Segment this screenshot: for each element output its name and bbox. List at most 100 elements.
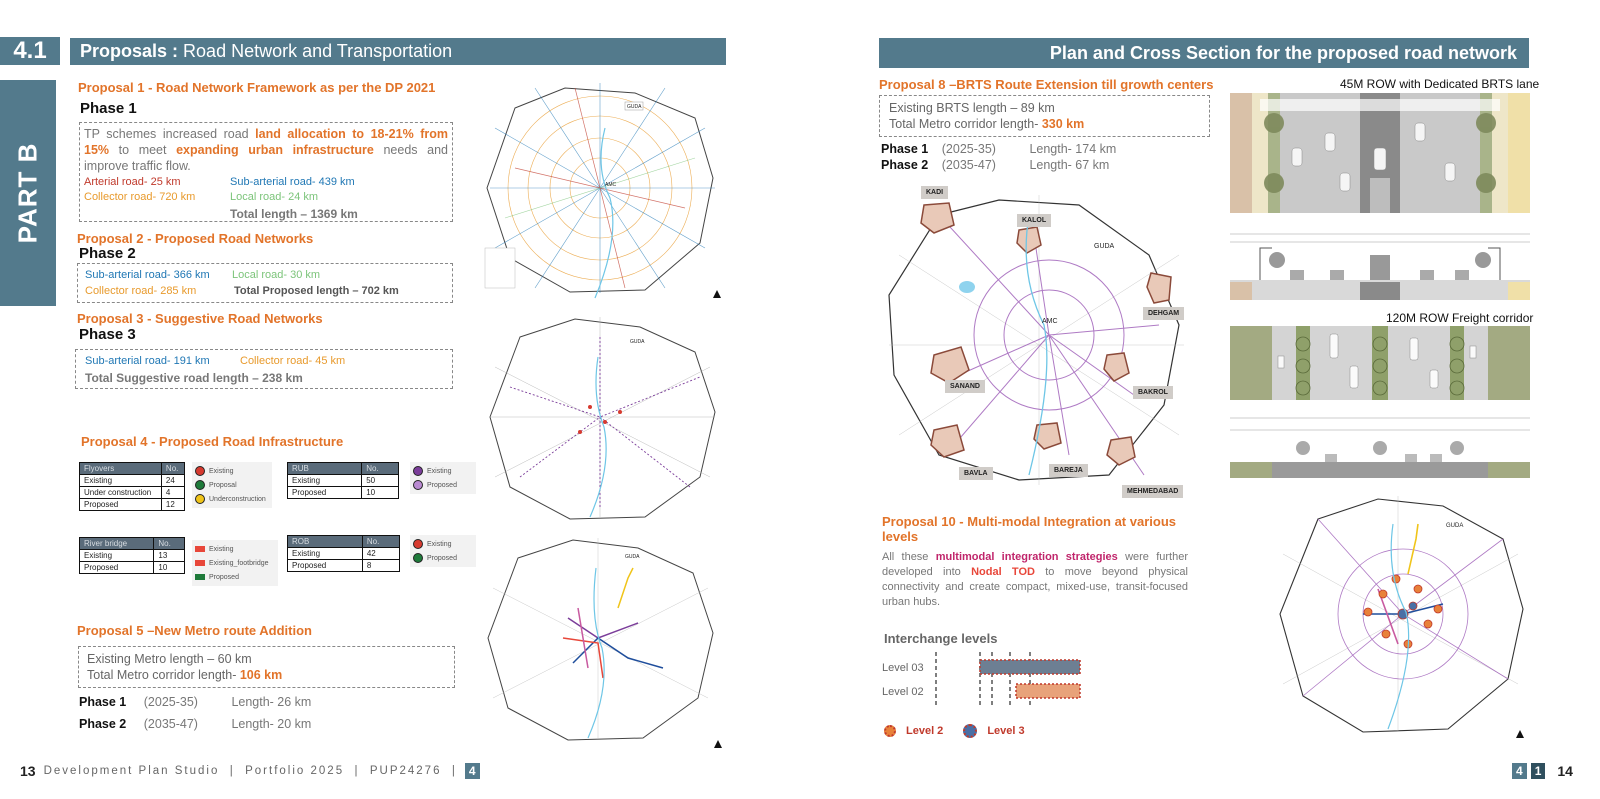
footer-badge-4: 4 bbox=[1512, 763, 1527, 779]
table-row: Existing 42 bbox=[287, 547, 401, 560]
svg-text:AMC: AMC bbox=[605, 182, 617, 188]
metro-route-map: GUDA bbox=[487, 538, 722, 748]
right-header-bar: Plan and Cross Section for the proposed … bbox=[879, 38, 1529, 68]
footer-badge: 4 bbox=[464, 763, 480, 779]
proposal-1-title: Proposal 1 - Road Network Framework as p… bbox=[78, 80, 436, 95]
footer-badge-1: 1 bbox=[1530, 763, 1546, 779]
interchange-legend: Level 2 Level 3 bbox=[884, 724, 1025, 738]
proposal-2-box: Sub-arterial road- 366 km Local road- 30… bbox=[77, 263, 453, 303]
p3-subarterial: Sub-arterial road- 191 km bbox=[85, 355, 210, 367]
road-infrastructure-map: GUDA bbox=[489, 317, 716, 520]
footer-text: Development Plan Studio | Portfolio 2025… bbox=[43, 765, 457, 777]
proposal-10-text: All these multimodal integration strateg… bbox=[882, 551, 1188, 608]
section-1-title: 45M ROW with Dedicated BRTS lane bbox=[1340, 77, 1540, 91]
proposal-4-title: Proposal 4 - Proposed Road Infrastructur… bbox=[81, 434, 344, 449]
table-row: Under construction 4 bbox=[79, 486, 186, 499]
river-bridge-table: River bridge No. Existing 13 Proposed 10 bbox=[78, 537, 185, 574]
p2-total: Total Proposed length – 702 km bbox=[234, 285, 399, 297]
left-header-bar: Proposals : Road Network and Transportat… bbox=[70, 38, 726, 65]
label-bavla: BAVLA bbox=[959, 467, 993, 480]
svg-text:GUDA: GUDA bbox=[627, 104, 642, 110]
north-arrow-icon bbox=[714, 740, 722, 748]
tod-integration-map: GUDA bbox=[1279, 496, 1524, 738]
subarterial-stat: Sub-arterial road- 439 km bbox=[230, 176, 355, 188]
proposal-10-title: Proposal 10 - Multi-modal Integration at… bbox=[882, 514, 1176, 544]
existing-brts-length: Existing BRTS length – 89 km bbox=[889, 101, 1055, 115]
table-row: Existing 24 bbox=[79, 474, 186, 487]
interchange-title: Interchange levels bbox=[884, 631, 998, 646]
rob-table: ROB No. Existing 42 Proposed 8 bbox=[287, 535, 401, 572]
interchange-diagram bbox=[935, 652, 1081, 706]
river-legend: Existing Existing_footbridge Proposed bbox=[192, 540, 278, 586]
brts-cross-section bbox=[1230, 220, 1530, 300]
existing-dot-icon bbox=[195, 466, 205, 476]
header-bold: Proposals : bbox=[80, 41, 179, 61]
freight-plan-view bbox=[1230, 326, 1530, 400]
table-row: Proposed 12 bbox=[79, 498, 186, 511]
proposal-8-title: Proposal 8 –BRTS Route Extension till gr… bbox=[879, 77, 1214, 92]
p8-phase-1-row: Phase 1 (2025-35) Length- 174 km bbox=[881, 142, 1117, 156]
phase-3-label: Phase 3 bbox=[79, 326, 136, 343]
proposal-2-title: Proposal 2 - Proposed Road Networks bbox=[77, 231, 314, 246]
label-dehgam: DEHGAM bbox=[1143, 307, 1185, 320]
page-number-right: 14 bbox=[1557, 763, 1573, 779]
p3-collector: Collector road- 45 km bbox=[240, 355, 346, 367]
header-rest: Road Network and Transportation bbox=[183, 41, 453, 61]
level-2-star-icon bbox=[884, 725, 896, 737]
section-2-title: 120M ROW Freight corridor bbox=[1386, 311, 1534, 325]
page-number-left: 13 bbox=[20, 763, 36, 779]
svg-text:GUDA: GUDA bbox=[625, 554, 640, 560]
p8-phase-2-row: Phase 2 (2035-47) Length- 67 km bbox=[881, 158, 1110, 172]
rob-legend: Existing Proposed bbox=[410, 535, 476, 567]
right-footer: 4 1 14 bbox=[1512, 763, 1573, 779]
existing-dot-icon bbox=[413, 466, 423, 476]
existing-dot-icon bbox=[413, 539, 423, 549]
brts-map: KADI KALOL GUDA DEHGAM SANAND BAKROL BAV… bbox=[879, 175, 1199, 500]
p2-collector: Collector road- 285 km bbox=[85, 285, 197, 297]
rub-table: RUB No. Existing 50 Proposed 10 bbox=[286, 462, 399, 499]
proposed-dot-icon bbox=[413, 553, 423, 563]
freight-cross-section bbox=[1230, 412, 1530, 478]
north-arrow-icon bbox=[713, 290, 721, 298]
p3-total: Total Suggestive road length – 238 km bbox=[85, 371, 303, 385]
existing-metro-length: Existing Metro length – 60 km bbox=[87, 652, 252, 666]
flyover-legend: Existing Proposal Underconstruction bbox=[192, 462, 272, 508]
svg-text:GUDA: GUDA bbox=[630, 339, 645, 345]
proposal-3-title: Proposal 3 - Suggestive Road Networks bbox=[77, 311, 323, 326]
total-corridor-length: Total Metro corridor length- 330 km bbox=[889, 117, 1085, 131]
section-number: 4.1 bbox=[0, 37, 60, 65]
level-3-star-icon bbox=[963, 724, 978, 738]
arterial-stat: Arterial road- 25 km bbox=[84, 176, 181, 188]
left-footer: 13 Development Plan Studio | Portfolio 2… bbox=[20, 763, 480, 779]
table-row: Existing 50 bbox=[286, 474, 399, 487]
p2-local: Local road- 30 km bbox=[232, 269, 321, 281]
brts-plan-view bbox=[1230, 93, 1530, 213]
rub-legend: Existing Proposed bbox=[410, 462, 476, 494]
road-network-map: GUDA AMC bbox=[475, 68, 725, 304]
phase-2-label: Phase 2 bbox=[79, 245, 136, 262]
p5-phase-1-row: Phase 1 (2025-35) Length- 26 km bbox=[79, 695, 312, 709]
existing-swatch-icon bbox=[195, 546, 205, 552]
label-mehmedabad: MEHMEDABAD bbox=[1122, 485, 1184, 498]
local-stat: Local road- 24 km bbox=[230, 191, 319, 203]
proposed-swatch-icon bbox=[195, 574, 205, 580]
label-kalol: KALOL bbox=[1017, 214, 1052, 227]
p5-phase-2-row: Phase 2 (2035-47) Length- 20 km bbox=[79, 717, 312, 731]
total-metro-length: Total Metro corridor length- 106 km bbox=[87, 668, 283, 682]
label-amc: AMC bbox=[1042, 318, 1058, 325]
label-guda: GUDA bbox=[1089, 240, 1120, 253]
proposal-3-box: Sub-arterial road- 191 km Collector road… bbox=[75, 349, 453, 389]
proposal-5-box: Existing Metro length – 60 km Total Metr… bbox=[78, 646, 455, 688]
table-row: Proposed 8 bbox=[287, 559, 401, 572]
proposal-5-title: Proposal 5 –New Metro route Addition bbox=[77, 623, 312, 638]
part-b-tab: PART B bbox=[0, 80, 56, 306]
label-bakrol: BAKROL bbox=[1133, 386, 1173, 399]
level-02-label: Level 02 bbox=[882, 686, 924, 698]
proposal-1-text: TP schemes increased road land allocatio… bbox=[84, 127, 448, 173]
svg-text:GUDA: GUDA bbox=[1446, 523, 1463, 529]
underconstruction-dot-icon bbox=[195, 494, 205, 504]
table-row: Proposed 10 bbox=[286, 486, 399, 499]
proposal-8-box: Existing BRTS length – 89 km Total Metro… bbox=[879, 95, 1210, 137]
label-bareja: BAREJA bbox=[1049, 464, 1088, 477]
table-row: Existing 13 bbox=[78, 549, 185, 562]
